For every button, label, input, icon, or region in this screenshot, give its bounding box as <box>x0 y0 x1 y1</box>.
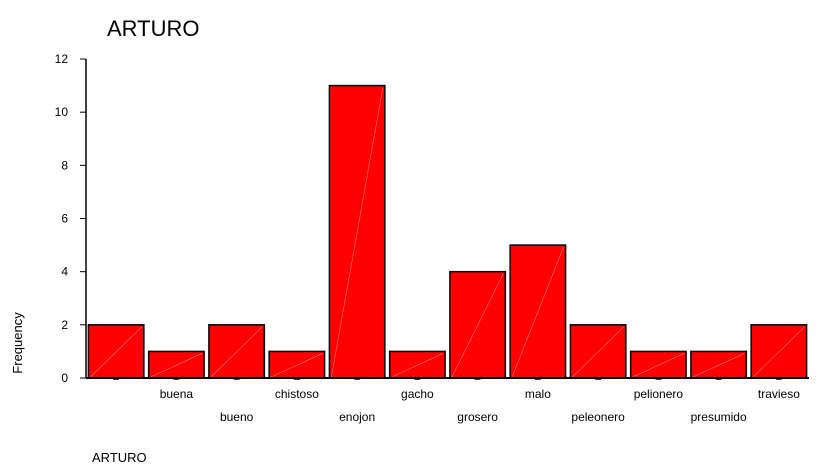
chart-title: ARTURO <box>107 16 200 41</box>
x-tick-label: chistoso <box>275 387 319 401</box>
x-axis-title: ARTURO <box>92 450 147 465</box>
y-tick-label: 10 <box>55 105 69 119</box>
x-tick-label: malo <box>525 387 551 401</box>
x-tick-label: travieso <box>758 387 800 401</box>
y-tick-label: 0 <box>61 371 68 385</box>
x-tick-label: gacho <box>401 387 434 401</box>
x-tick-label: bueno <box>220 410 254 424</box>
x-axis: buena bueno chistoso enojon gacho grosero malo… <box>86 378 809 424</box>
y-tick-label: 12 <box>55 52 69 66</box>
x-tick-label: pelionero <box>634 387 684 401</box>
y-tick-label: 4 <box>61 265 68 279</box>
y-tick-label: 6 <box>61 212 68 226</box>
y-tick-label: 8 <box>61 158 68 172</box>
x-tick-label: enojon <box>339 410 375 424</box>
x-tick-label: buena <box>160 387 194 401</box>
x-tick-label: grosero <box>457 410 498 424</box>
bars <box>88 86 806 378</box>
y-tick-label: 2 <box>61 318 68 332</box>
y-axis-title: Frequency <box>10 312 25 374</box>
y-axis: 0 2 4 6 8 10 12 <box>55 52 86 385</box>
x-tick-label: presumido <box>691 410 747 424</box>
x-tick-label: peleonero <box>571 410 625 424</box>
